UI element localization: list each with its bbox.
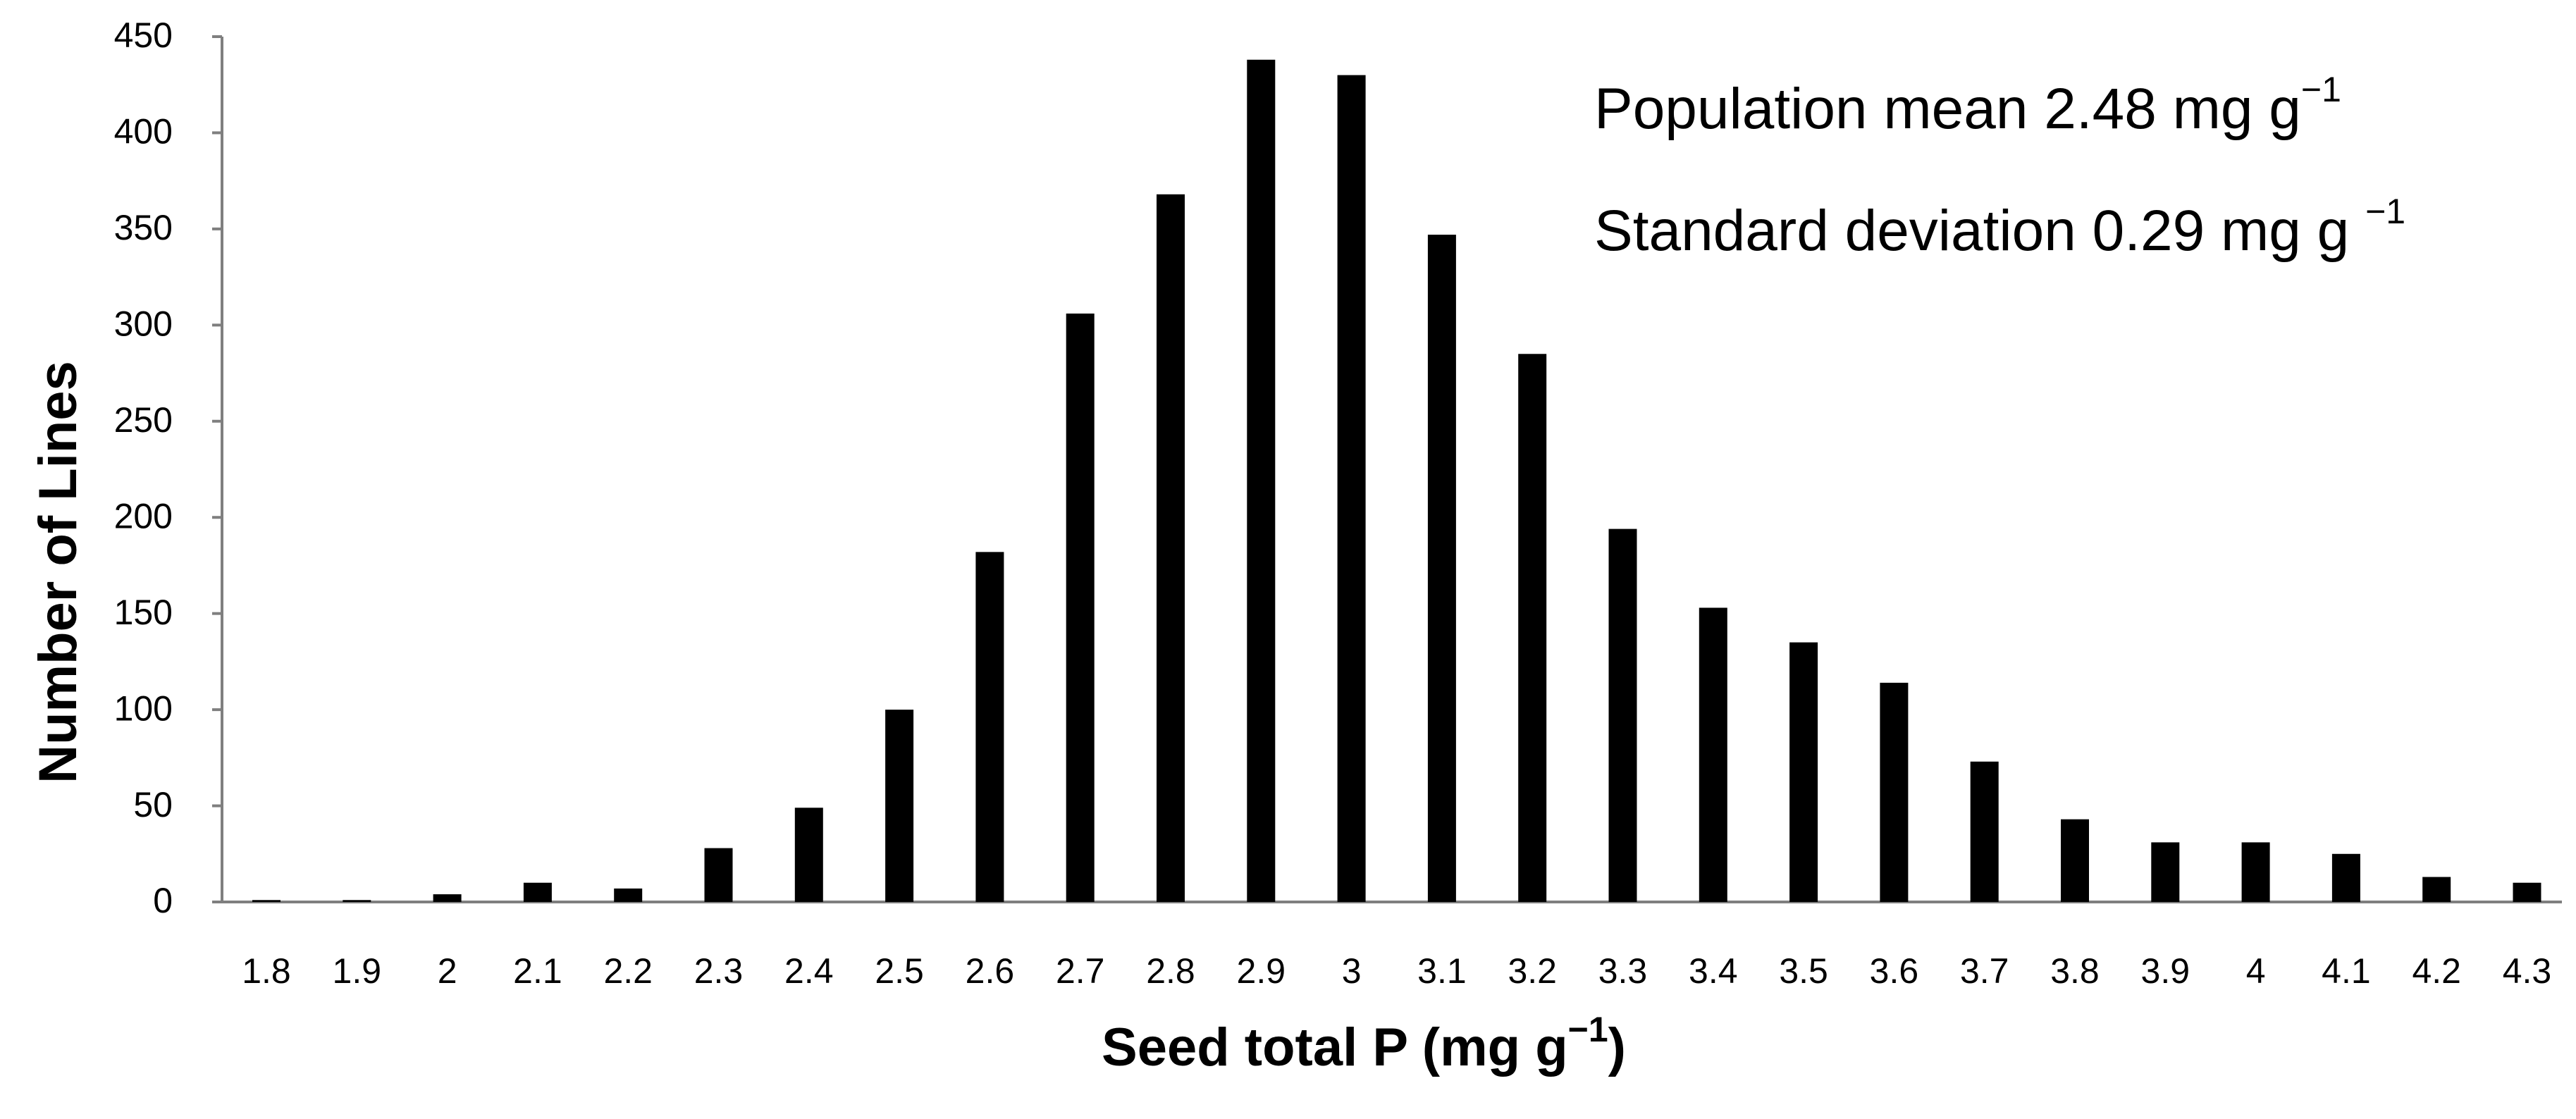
histogram-bars [252, 59, 2541, 903]
x-axis-tick-labels: 1.8 1.9 2 2.1 2.2 2.3 2.4 2.5 2.6 2.7 2.8 2.9 3 3.1 3.… [242, 951, 2551, 991]
bar-3.1 [1427, 235, 1456, 902]
x-tick-label: 1.9 [333, 951, 382, 991]
bar-3.2 [1518, 354, 1547, 902]
x-tick-label: 2.9 [1237, 951, 1286, 991]
population-mean-superscript: −1 [2301, 70, 2341, 109]
x-tick-label: 3.1 [1417, 951, 1467, 991]
bar-2.9 [1247, 59, 1276, 902]
bar-3 [1337, 75, 1366, 903]
x-tick-label: 2.6 [966, 951, 1015, 991]
y-tick-label: 200 [114, 496, 173, 536]
x-tick-label: 4 [2246, 951, 2266, 991]
y-tick-label: 50 [133, 785, 173, 824]
y-axis-tick-labels: 0 50 100 150 200 250 300 350 400 450 [114, 16, 173, 920]
bar-3.6 [1880, 682, 1909, 902]
bar-2.1 [523, 882, 552, 902]
y-tick-label: 450 [114, 16, 173, 55]
x-tick-label: 3.5 [1779, 951, 1828, 991]
y-tick-label: 150 [114, 593, 173, 632]
y-tick-label: 400 [114, 112, 173, 152]
standard-deviation-superscript: −1 [2365, 192, 2405, 231]
population-mean-text: Population mean 2.48 mg g [1594, 77, 2301, 141]
bar-2.4 [794, 808, 823, 902]
x-tick-label: 2 [438, 951, 457, 991]
x-tick-label: 4.2 [2412, 951, 2461, 991]
x-tick-label: 3.3 [1598, 951, 1648, 991]
x-tick-label: 2.1 [513, 951, 562, 991]
bar-2.2 [614, 888, 643, 902]
standard-deviation-annotation: Standard deviation 0.29 mg g −1 [1594, 192, 2405, 263]
bar-3.5 [1789, 642, 1818, 902]
bar-4.1 [2331, 853, 2360, 902]
population-mean-annotation: Population mean 2.48 mg g−1 [1594, 70, 2341, 141]
bar-3.4 [1699, 607, 1727, 902]
bar-2.6 [975, 552, 1004, 902]
bar-1.9 [343, 900, 371, 902]
y-tick-label: 300 [114, 304, 173, 344]
x-axis-title-close: ) [1608, 1018, 1626, 1077]
x-axis-title: Seed total P (mg g−1) [1102, 1010, 1626, 1077]
standard-deviation-text: Standard deviation 0.29 mg g [1594, 199, 2365, 263]
x-tick-label: 3.2 [1508, 951, 1557, 991]
bar-2 [433, 894, 462, 902]
y-axis-ticks [212, 35, 222, 903]
bar-1.8 [252, 900, 281, 902]
x-tick-label: 2.2 [603, 951, 653, 991]
x-tick-label: 2.5 [875, 951, 924, 991]
x-tick-label: 4.3 [2503, 951, 2552, 991]
x-tick-label: 2.3 [694, 951, 744, 991]
bar-2.8 [1157, 194, 1185, 902]
x-tick-label: 3.4 [1689, 951, 1738, 991]
x-tick-label: 3.8 [2050, 951, 2100, 991]
x-axis-title-text: Seed total P (mg g [1102, 1018, 1568, 1077]
bar-3.9 [2151, 842, 2180, 902]
y-tick-label: 350 [114, 208, 173, 247]
bar-4.3 [2513, 882, 2541, 902]
bar-2.5 [885, 710, 914, 902]
x-tick-label: 3 [1342, 951, 1362, 991]
y-axis-title: Number of Lines [28, 361, 88, 784]
x-axis-title-superscript: −1 [1568, 1010, 1608, 1049]
x-tick-label: 3.6 [1870, 951, 1919, 991]
x-tick-label: 4.1 [2322, 951, 2371, 991]
y-tick-label: 100 [114, 688, 173, 728]
x-tick-label: 2.7 [1056, 951, 1105, 991]
y-tick-label: 0 [153, 881, 173, 920]
x-tick-label: 2.4 [784, 951, 834, 991]
y-tick-label: 250 [114, 400, 173, 440]
x-tick-label: 3.7 [1960, 951, 2009, 991]
x-tick-label: 2.8 [1146, 951, 1195, 991]
bar-3.3 [1608, 528, 1637, 902]
x-tick-label: 1.8 [242, 951, 291, 991]
bar-2.7 [1066, 313, 1095, 903]
bar-3.8 [2061, 819, 2089, 902]
x-tick-label: 3.9 [2141, 951, 2190, 991]
bar-4.2 [2422, 877, 2451, 902]
bar-2.3 [704, 848, 733, 902]
bar-3.7 [1970, 761, 1999, 902]
bar-4 [2241, 842, 2270, 902]
